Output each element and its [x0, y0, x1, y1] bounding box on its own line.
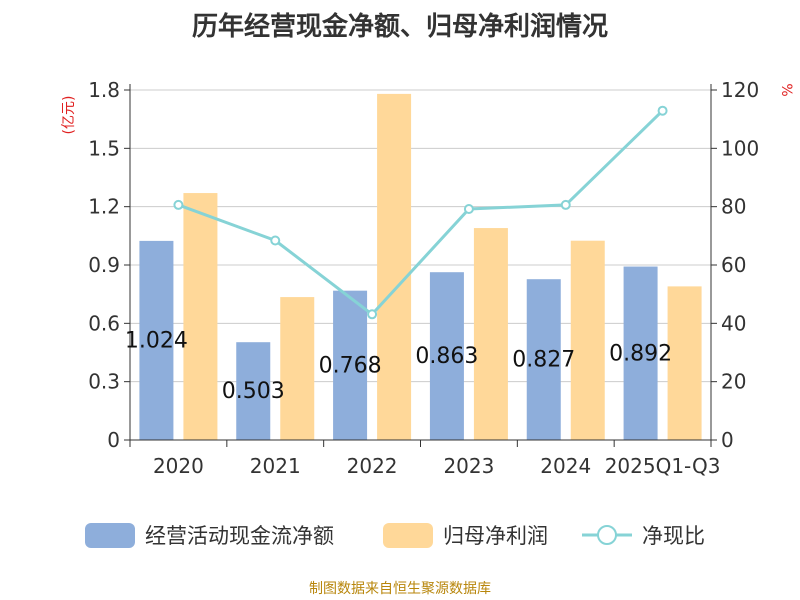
bars	[139, 93, 702, 440]
line-ratio-point	[657, 105, 668, 116]
source-note: 制图数据来自恒生聚源数据库	[309, 581, 491, 597]
y-right-tick-label: 80	[721, 195, 746, 219]
x-tick-label: 2024	[540, 454, 591, 478]
data-label-cash-flow: 0.863	[415, 344, 478, 369]
legend-marker-ratio	[597, 525, 617, 545]
chart-title: 历年经营现金净额、归母净利润情况	[191, 12, 608, 42]
x-tick-label: 2022	[347, 454, 398, 478]
legend-label-net-profit: 归母净利润	[443, 524, 548, 548]
legend-swatch-cash-flow	[85, 523, 135, 548]
data-label-cash-flow: 0.892	[609, 341, 672, 366]
data-label-cash-flow: 1.024	[125, 328, 188, 353]
axes: 0 0.3 0.6 0.9 1.2 1.5 1.8 0 20 40 60 80 100 120 (亿元)% 2…	[61, 78, 794, 478]
bar-cash-flow	[429, 272, 464, 440]
y-left-tick-label: 0.6	[88, 311, 120, 335]
line-ratio-point	[560, 199, 571, 210]
line-ratio-point	[463, 204, 474, 214]
y-right-axis-label: %	[778, 83, 794, 96]
x-tick-label: 2021	[250, 454, 301, 478]
y-right-tick-label: 40	[721, 311, 746, 335]
bar-cash-flow	[139, 240, 174, 440]
y-left-tick-label: 0.9	[88, 253, 120, 277]
y-left-tick-label: 1.5	[88, 136, 120, 160]
data-label-cash-flow: 0.827	[512, 348, 575, 373]
bar-cash-flow	[623, 266, 658, 440]
y-left-tick-label: 0.3	[88, 370, 120, 394]
bar-net-profit	[377, 93, 412, 440]
data-labels: 1.024 0.503 0.768 0.863 0.827 0.892	[125, 328, 672, 404]
line-ratio	[177, 109, 664, 317]
y-right-tick-label: 60	[721, 253, 746, 277]
y-right-tick-label: 20	[721, 370, 746, 394]
line-series	[173, 105, 668, 320]
bar-cash-flow	[526, 279, 561, 440]
y-right-tick-label: 0	[721, 428, 734, 452]
legend-label-ratio: 净现比	[642, 524, 705, 548]
data-label-cash-flow: 0.768	[319, 353, 382, 378]
y-left-tick-label: 1.8	[88, 78, 120, 102]
bar-net-profit	[667, 286, 702, 440]
legend-swatch-net-profit	[383, 523, 433, 548]
y-left-axis-label: (亿元)	[61, 96, 77, 135]
bar-net-profit	[183, 193, 218, 440]
line-ratio-point	[173, 199, 184, 210]
legend-label-cash-flow: 经营活动现金流净额	[145, 524, 334, 548]
bar-net-profit	[280, 297, 315, 440]
legend: 经营活动现金流净额 归母净利润 净现比	[85, 523, 705, 548]
chart: 0 0.3 0.6 0.9 1.2 1.5 1.8 0 20 40 60 80 100 120 (亿元)% 2…	[61, 78, 794, 548]
y-left-tick-label: 1.2	[88, 195, 120, 219]
line-ratio-point	[270, 235, 281, 246]
data-label-cash-flow: 0.503	[222, 379, 285, 404]
line-ratio-point	[367, 309, 378, 320]
x-tick-label: 2025Q1-Q3	[605, 454, 721, 478]
bar-cash-flow	[333, 290, 368, 440]
y-right-tick-label: 100	[721, 136, 759, 160]
bar-net-profit	[473, 228, 508, 440]
y-left-tick-label: 0	[107, 428, 120, 452]
bar-net-profit	[570, 240, 605, 440]
bar-cash-flow	[236, 342, 271, 440]
y-right-tick-label: 120	[721, 78, 759, 102]
x-tick-label: 2020	[153, 454, 204, 478]
gridlines	[130, 89, 711, 383]
x-tick-label: 2023	[443, 454, 494, 478]
